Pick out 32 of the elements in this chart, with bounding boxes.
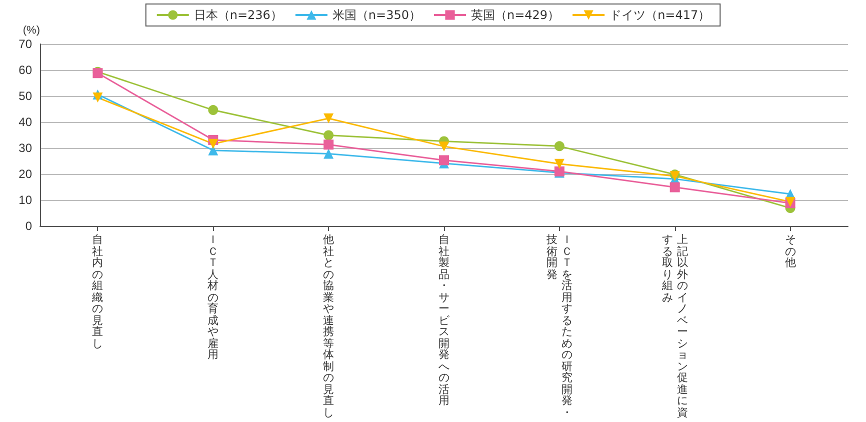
point — [324, 140, 334, 150]
y-tick-label: 50 — [18, 89, 32, 103]
legend-label: ドイツ（n=417） — [610, 8, 710, 22]
category-label: ＩＣＴを活用するための研究開発・技術開発 — [546, 233, 572, 418]
y-tick-label: 70 — [18, 37, 32, 51]
point — [439, 141, 449, 152]
y-tick-label: 10 — [18, 193, 32, 207]
y-axis-title: (%) — [22, 24, 40, 36]
category-label: 自社製品・サービス開発への活用 — [438, 233, 450, 407]
x-tick-label: その他 — [784, 233, 796, 269]
y-tick-label: 20 — [18, 167, 32, 181]
point — [324, 130, 334, 140]
point — [554, 158, 564, 169]
y-tick-label: 0 — [25, 219, 32, 233]
category-label: 他社との協業や連携等体制の見直し — [323, 233, 334, 418]
point — [324, 113, 334, 124]
point — [554, 141, 564, 152]
point — [92, 92, 103, 103]
y-tick-label: 40 — [18, 115, 32, 129]
point — [439, 155, 449, 166]
legend-label: 英国（n=429） — [471, 8, 560, 22]
category-label: 自社内の組織の見直し — [92, 233, 104, 350]
legend-label: 日本（n=236） — [194, 8, 282, 22]
legend-label: 米国（n=350） — [332, 8, 422, 22]
y-tick-label: 60 — [18, 63, 32, 77]
point — [208, 138, 218, 149]
point — [208, 105, 218, 116]
category-label: 上記以外のイノベーション促進に資する取り組み — [662, 233, 688, 418]
point — [324, 148, 334, 159]
category-label: ＩＣＴ人材の育成や雇用 — [208, 233, 219, 361]
y-tick-label: 30 — [18, 141, 32, 155]
point — [670, 182, 680, 192]
